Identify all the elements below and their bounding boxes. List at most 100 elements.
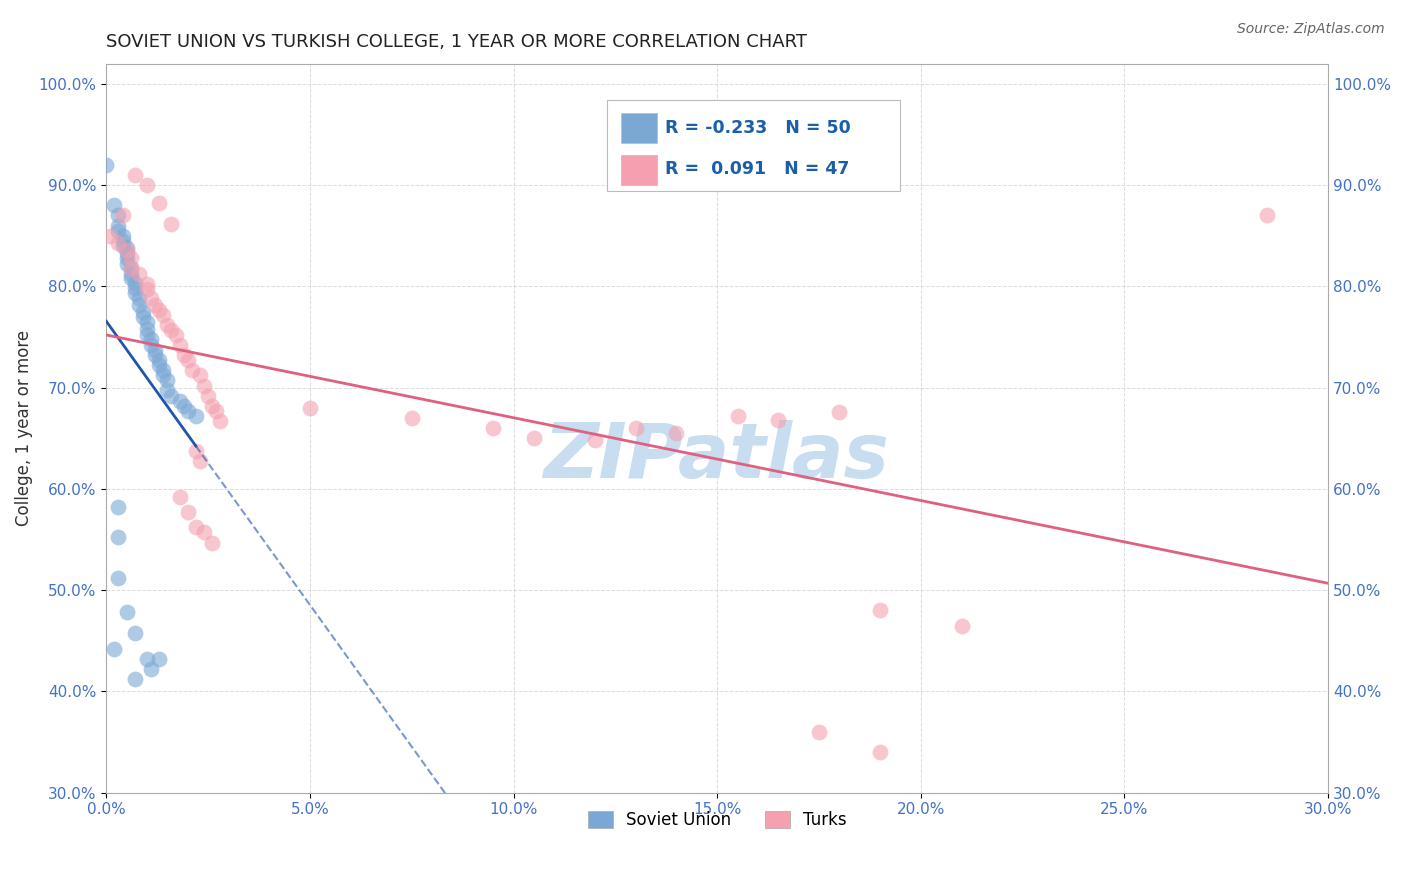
- Point: [583, 434, 606, 448]
- Point: [103, 198, 125, 212]
- Point: [111, 228, 134, 243]
- Point: [98, 228, 121, 243]
- Point: [148, 302, 170, 317]
- Text: R =  0.091   N = 47: R = 0.091 N = 47: [665, 161, 849, 178]
- Point: [115, 606, 138, 620]
- Point: [124, 625, 146, 640]
- Point: [148, 353, 170, 368]
- Point: [136, 282, 159, 296]
- Point: [124, 168, 146, 182]
- Point: [148, 652, 170, 666]
- Point: [950, 618, 973, 632]
- Point: [624, 421, 647, 435]
- Point: [869, 603, 891, 617]
- Point: [156, 374, 179, 388]
- Point: [124, 286, 146, 301]
- Point: [808, 725, 831, 739]
- Point: [184, 409, 207, 423]
- Point: [165, 327, 187, 342]
- Point: [96, 158, 118, 172]
- Point: [188, 368, 211, 383]
- Point: [115, 257, 138, 271]
- Point: [143, 348, 166, 362]
- Point: [768, 413, 790, 427]
- Point: [177, 404, 200, 418]
- Point: [193, 378, 215, 392]
- Point: [152, 308, 174, 322]
- Y-axis label: College, 1 year or more: College, 1 year or more: [15, 330, 32, 526]
- Point: [139, 332, 162, 346]
- Point: [160, 323, 183, 337]
- Point: [180, 363, 202, 377]
- Point: [128, 292, 150, 306]
- Point: [115, 241, 138, 255]
- Point: [665, 426, 688, 441]
- Point: [136, 277, 159, 292]
- Point: [132, 304, 155, 318]
- Point: [136, 322, 159, 336]
- Point: [107, 531, 129, 545]
- Point: [136, 178, 159, 192]
- Point: [169, 338, 191, 352]
- Point: [111, 234, 134, 248]
- Point: [107, 219, 129, 233]
- Point: [103, 641, 125, 656]
- Point: [107, 500, 129, 514]
- Point: [128, 297, 150, 311]
- Point: [107, 208, 129, 222]
- Point: [132, 310, 155, 324]
- Point: [115, 251, 138, 265]
- Point: [152, 368, 174, 383]
- Point: [156, 318, 179, 332]
- Point: [184, 520, 207, 534]
- Point: [111, 239, 134, 253]
- Text: R = -0.233   N = 50: R = -0.233 N = 50: [665, 119, 851, 137]
- Point: [193, 525, 215, 540]
- Point: [523, 431, 546, 445]
- Point: [107, 571, 129, 585]
- Point: [107, 235, 129, 250]
- Point: [115, 246, 138, 260]
- Point: [139, 292, 162, 306]
- Point: [205, 404, 228, 418]
- Point: [152, 363, 174, 377]
- Point: [201, 535, 224, 549]
- Text: ZIPatlas: ZIPatlas: [544, 420, 890, 494]
- Point: [128, 267, 150, 281]
- Point: [828, 405, 851, 419]
- Point: [136, 315, 159, 329]
- Point: [298, 401, 321, 415]
- FancyBboxPatch shape: [607, 100, 900, 191]
- Point: [156, 383, 179, 397]
- Point: [169, 490, 191, 504]
- Point: [160, 217, 183, 231]
- Point: [111, 208, 134, 222]
- FancyBboxPatch shape: [620, 112, 658, 143]
- Point: [401, 411, 423, 425]
- Point: [107, 224, 129, 238]
- Point: [120, 271, 142, 285]
- Point: [120, 251, 142, 265]
- Point: [115, 243, 138, 257]
- Text: SOVIET UNION VS TURKISH COLLEGE, 1 YEAR OR MORE CORRELATION CHART: SOVIET UNION VS TURKISH COLLEGE, 1 YEAR …: [107, 33, 807, 51]
- Point: [120, 267, 142, 281]
- Point: [201, 399, 224, 413]
- Point: [139, 662, 162, 676]
- Point: [160, 389, 183, 403]
- Point: [143, 297, 166, 311]
- Point: [197, 389, 219, 403]
- Point: [482, 421, 505, 435]
- Point: [124, 281, 146, 295]
- Point: [869, 745, 891, 759]
- Text: Source: ZipAtlas.com: Source: ZipAtlas.com: [1237, 22, 1385, 37]
- Point: [120, 261, 142, 276]
- Point: [188, 454, 211, 468]
- Point: [173, 348, 195, 362]
- Point: [139, 338, 162, 352]
- Point: [1256, 208, 1278, 222]
- Point: [209, 414, 232, 428]
- Point: [124, 672, 146, 686]
- Point: [136, 652, 159, 666]
- Point: [143, 343, 166, 357]
- Point: [177, 505, 200, 519]
